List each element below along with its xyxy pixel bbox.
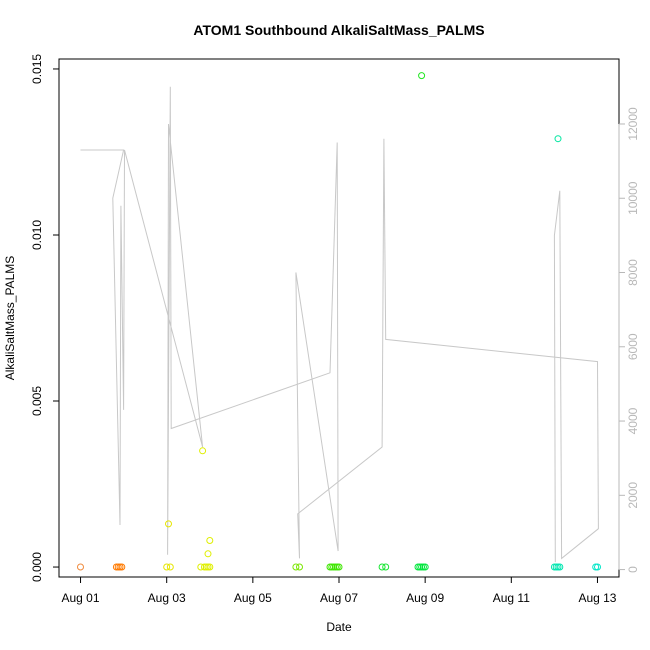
- x-axis: Aug 01 Aug 03 Aug 05 Aug 07 Aug 09 Aug 11 Aug …: [62, 576, 617, 605]
- data-point-31: [418, 72, 426, 80]
- secondary-line-layer: [80, 86, 599, 563]
- data-point-14: [204, 550, 212, 558]
- y2-tick-label-4: 8000: [626, 259, 640, 286]
- data-point-5: [163, 563, 171, 571]
- data-point-35: [556, 563, 564, 571]
- y2-axis: 0 2000 4000 6000 8000 10000 12000: [618, 107, 640, 573]
- points-layer: [77, 72, 601, 571]
- y-tick-label-2: 0.010: [30, 220, 44, 250]
- y2-tick-label-5: 10000: [626, 181, 640, 215]
- y2-tick-label-0: 0: [626, 566, 640, 573]
- data-point-17: [296, 563, 303, 571]
- data-point-24: [378, 563, 386, 571]
- x-tick-label-0: Aug 01: [62, 591, 100, 605]
- data-point-8: [199, 447, 207, 455]
- secondary-series-line: [80, 86, 599, 563]
- chart-title: ATOM1 Southbound AlkaliSaltMass_PALMS: [193, 22, 484, 38]
- x-tick-label-2: Aug 05: [234, 591, 272, 605]
- x-tick-label-1: Aug 03: [148, 591, 186, 605]
- data-point-38: [594, 563, 601, 571]
- y-axis: 0.000 0.005 0.010 0.015: [30, 54, 60, 582]
- y2-tick-label-2: 4000: [626, 407, 640, 434]
- y-axis-label: AlkaliSaltMass_PALMS: [3, 256, 17, 381]
- data-point-15: [206, 537, 214, 544]
- y2-tick-label-1: 2000: [626, 482, 640, 509]
- y2-tick-label-6: 12000: [626, 107, 640, 141]
- y-tick-label-0: 0.000: [30, 552, 44, 582]
- data-point-30: [421, 563, 429, 571]
- x-tick-label-4: Aug 09: [406, 591, 444, 605]
- data-point-7: [165, 520, 172, 528]
- plot-frame: [58, 58, 620, 578]
- data-point-9: [197, 563, 205, 571]
- data-point-23: [335, 563, 343, 571]
- data-point-36: [554, 135, 562, 143]
- data-point-16: [292, 563, 300, 571]
- data-point-0: [77, 563, 84, 571]
- data-point-6: [166, 563, 174, 571]
- y-tick-label-3: 0.015: [30, 54, 44, 84]
- data-point-13: [206, 563, 214, 571]
- x-axis-label: Date: [326, 620, 352, 634]
- y2-tick-label-3: 6000: [626, 333, 640, 360]
- x-tick-label-3: Aug 07: [320, 591, 358, 605]
- y-tick-label-1: 0.005: [30, 386, 44, 416]
- x-tick-label-5: Aug 11: [493, 591, 530, 605]
- x-tick-label-6: Aug 13: [578, 591, 616, 605]
- data-point-25: [382, 563, 390, 571]
- data-point-4: [118, 563, 126, 571]
